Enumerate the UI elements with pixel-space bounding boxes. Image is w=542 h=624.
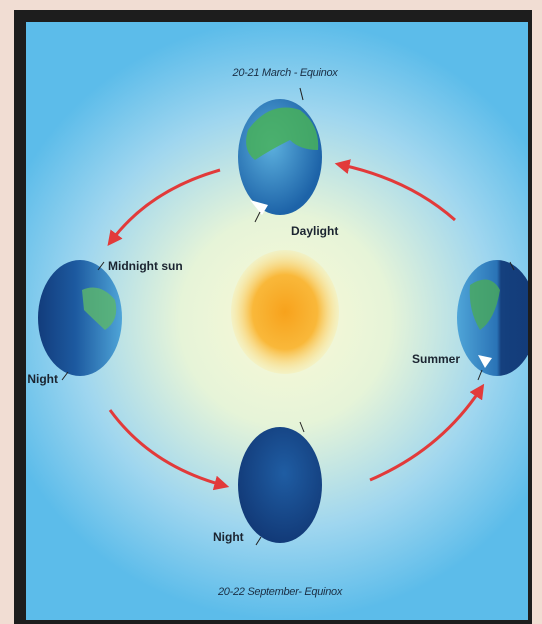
earth-top: [238, 87, 322, 223]
label-midnight-sun: Midnight sun: [108, 259, 183, 273]
bottom-caption: 20-22 September- Equinox: [217, 586, 343, 598]
label-night-left: Night: [27, 372, 58, 386]
earth-bottom: [238, 421, 322, 546]
label-daylight: Daylight: [291, 224, 338, 238]
top-caption: 20-21 March - Equinox: [232, 67, 339, 79]
orbit-arrows: [107, 159, 485, 491]
label-night-bottom: Night: [213, 530, 244, 544]
earth-right: [457, 260, 528, 381]
earth-left: [38, 260, 122, 381]
sun: [231, 250, 339, 374]
label-summer: Summer: [412, 352, 460, 366]
